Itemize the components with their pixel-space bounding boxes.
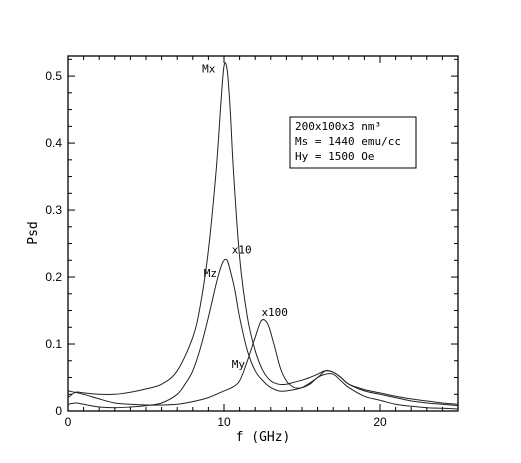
legend-line-3: Hy = 1500 Oe [295, 150, 374, 163]
annotation-label: Mx [202, 63, 216, 76]
y-tick-label: 0.5 [45, 69, 62, 83]
annotation-label: x100 [261, 306, 288, 319]
y-tick-label: 0.1 [45, 337, 62, 351]
curve-annotations: Mx x10 Mz x100 My [202, 63, 288, 371]
legend-box: 200x100x3 nm³ Ms = 1440 emu/cc Hy = 1500… [289, 116, 417, 169]
x-tick-label: 0 [65, 415, 72, 429]
annotation-label: x10 [232, 244, 252, 257]
y-tick-label: 0.2 [45, 270, 62, 284]
plot-frame [67, 55, 459, 412]
series-line-mx [67, 62, 459, 405]
series-line-mz [67, 258, 459, 409]
series-line-my [67, 319, 459, 410]
series-curves [67, 62, 459, 410]
y-tick-label: 0.3 [45, 203, 62, 217]
axis-ticks: 0 10 20 0 0.1 0.2 0.3 0.4 0.5 [45, 56, 459, 429]
y-tick-label: 0 [55, 404, 62, 418]
legend-line-1: 200x100x3 nm³ [295, 120, 381, 133]
x-tick-label: 10 [217, 415, 231, 429]
x-axis-title: f (GHz) [236, 430, 291, 445]
y-axis-title: Psd [26, 221, 41, 244]
annotation-label: My [232, 358, 246, 371]
x-tick-label: 20 [373, 415, 387, 429]
annotation-label: Mz [204, 267, 217, 280]
y-tick-label: 0.4 [45, 136, 62, 150]
legend-frame [289, 116, 417, 169]
legend-line-2: Ms = 1440 emu/cc [295, 135, 401, 148]
